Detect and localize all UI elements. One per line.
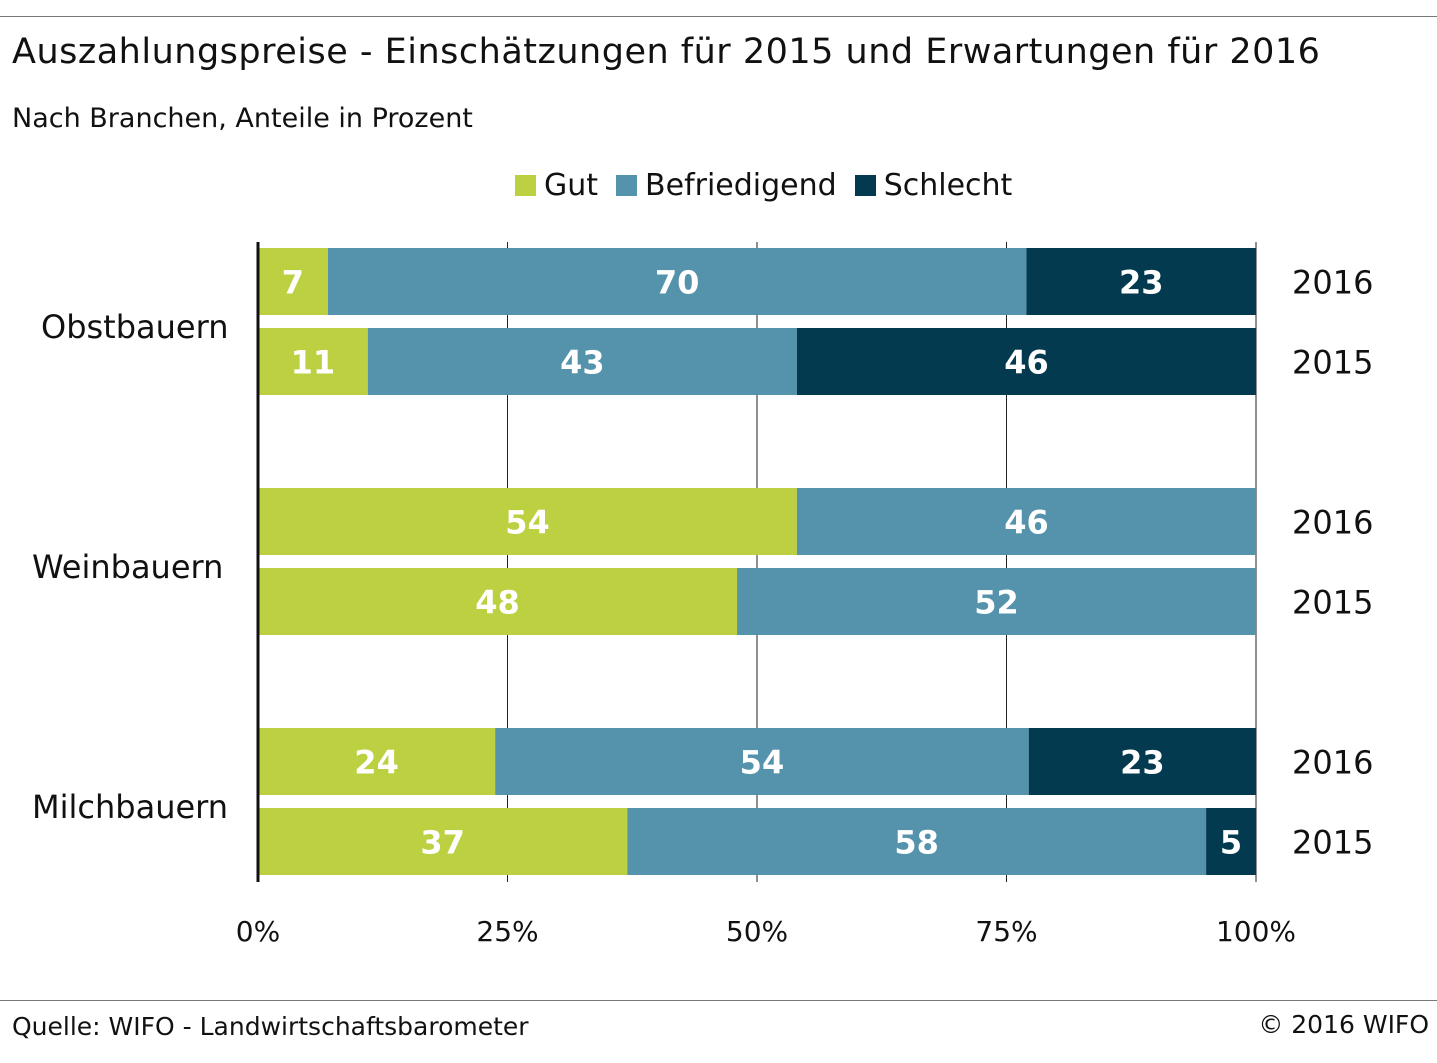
bar-segment-befriedigend	[367, 328, 797, 395]
legend-swatch	[515, 175, 536, 196]
legend-swatch	[854, 175, 876, 196]
year-label: 2016	[1292, 744, 1373, 782]
bar-segment-befriedigend	[627, 808, 1207, 875]
x-tick-label: 75%	[975, 915, 1037, 948]
data-label: 7	[282, 264, 304, 302]
legend-label: Befriedigend	[645, 168, 837, 203]
data-label: 24	[354, 744, 399, 782]
bar-segment-befriedigend	[327, 248, 1027, 315]
bar-segment-gut	[258, 808, 628, 875]
data-label: 11	[291, 344, 336, 382]
year-label: 2015	[1292, 584, 1373, 622]
bar-segment-gut	[258, 728, 496, 795]
data-label: 46	[1004, 344, 1049, 382]
data-label: 23	[1119, 264, 1164, 302]
legend-item-befriedigend: Befriedigend	[616, 168, 837, 203]
bar-segment-befriedigend	[495, 728, 1029, 795]
data-label: 23	[1120, 744, 1165, 782]
bottom-rule	[0, 1000, 1437, 1001]
x-tick-label: 50%	[726, 915, 788, 948]
legend-label: Schlecht	[883, 168, 1013, 203]
legend-item-schlecht: Schlecht	[854, 168, 1013, 203]
legend-item-gut: Gut	[515, 168, 598, 203]
data-label: 52	[974, 584, 1019, 622]
data-label: 70	[655, 264, 700, 302]
chart-subtitle: Nach Branchen, Anteile in Prozent	[12, 103, 473, 134]
bar-segment-gut	[258, 568, 738, 635]
year-label: 2015	[1292, 344, 1373, 382]
category-label: Milchbauern	[32, 788, 228, 826]
bar-segment-gut	[258, 248, 328, 315]
legend: Gut Befriedigend Schlecht	[515, 168, 1012, 203]
year-label: 2015	[1292, 824, 1373, 862]
bar-segment-gut	[258, 328, 368, 395]
bar-segment-befriedigend	[737, 568, 1256, 635]
x-tick-label: 0%	[236, 915, 280, 948]
data-label: 5	[1220, 824, 1242, 862]
top-rule	[0, 16, 1437, 17]
category-label: Obstbauern	[41, 308, 228, 346]
data-label: 58	[894, 824, 939, 862]
category-label: Weinbauern	[32, 548, 223, 586]
x-tick-label: 25%	[476, 915, 538, 948]
source-note: Quelle: WIFO - Landwirtschaftsbarometer	[12, 1012, 529, 1041]
data-label: 54	[505, 504, 550, 542]
year-label: 2016	[1292, 264, 1373, 302]
legend-label: Gut	[544, 168, 599, 203]
data-label: 43	[560, 344, 605, 382]
bar-segment-schlecht	[1026, 248, 1256, 315]
data-label: 48	[475, 584, 520, 622]
bar-segment-schlecht	[1206, 808, 1256, 875]
bar-segment-schlecht	[1028, 728, 1256, 795]
data-label: 46	[1004, 504, 1049, 542]
bar-segment-befriedigend	[796, 488, 1256, 555]
x-tick-label: 100%	[1216, 915, 1296, 948]
bar-segment-gut	[258, 488, 797, 555]
legend-swatch	[616, 175, 638, 196]
data-label: 37	[420, 824, 465, 862]
copyright: © 2016 WIFO	[1258, 1010, 1429, 1039]
chart-title: Auszahlungspreise - Einschätzungen für 2…	[12, 32, 1321, 72]
bar-segment-schlecht	[796, 328, 1256, 395]
data-label: 54	[740, 744, 785, 782]
year-label: 2016	[1292, 504, 1373, 542]
